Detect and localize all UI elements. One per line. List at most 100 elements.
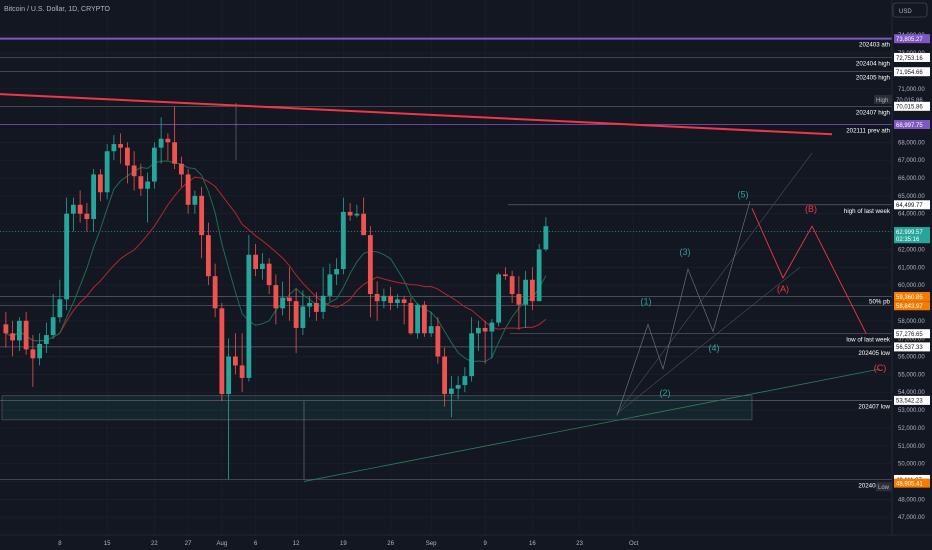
candle [435, 317, 441, 364]
time-tick-label: Aug [217, 541, 228, 547]
candles [3, 106, 549, 480]
currency-label: USD [899, 9, 912, 15]
price-label-text: 70,015.86 [896, 105, 923, 111]
candle-body [286, 297, 292, 302]
candle [361, 197, 367, 236]
candle [448, 376, 454, 418]
candle [273, 274, 279, 325]
long-trendline [0, 93, 833, 136]
candle-body [455, 385, 461, 389]
price-label-text: 02:35:16 [896, 237, 920, 243]
price-label-bg [894, 478, 930, 488]
candle-body [273, 285, 279, 309]
candle-body [70, 204, 76, 214]
drawings [0, 93, 881, 482]
price-tick-label: 50,000.00 [898, 462, 925, 468]
candle [401, 295, 407, 325]
candle [97, 169, 103, 202]
candle [475, 320, 481, 352]
price-label-text: 48,905.41 [896, 481, 923, 487]
price-tick-label: 47,000.00 [898, 515, 925, 521]
candle [300, 290, 306, 336]
price-label: 53,542.23 [894, 395, 930, 405]
candle-body [239, 365, 245, 378]
price-label: 70,015.86 [894, 101, 930, 111]
level-label: 202405 high [856, 75, 891, 82]
candle-body [158, 138, 164, 148]
candle [212, 263, 218, 318]
candle-body [489, 322, 495, 332]
price-label-text: 62,999.57 [896, 230, 923, 236]
candle-body [428, 326, 434, 334]
candle [165, 133, 171, 161]
level-label: 202403 ath [859, 42, 891, 49]
candle [70, 197, 76, 232]
price-label-bg [894, 292, 930, 302]
time-tick-label: 15 [104, 541, 111, 547]
candle-body [340, 211, 346, 270]
candle-body [523, 279, 529, 305]
wave-label-green: (5) [738, 190, 749, 200]
candle-body [172, 142, 178, 164]
price-label: 02:35:16 [894, 234, 930, 244]
candle-body [293, 301, 299, 328]
candle [381, 288, 387, 309]
price-label-text: 59,360.85 [896, 295, 923, 301]
candle [388, 286, 394, 311]
wave-label-green: (3) [680, 247, 691, 257]
price-label: 56,537.33 [894, 342, 930, 352]
candle [30, 335, 36, 387]
candle [347, 202, 353, 221]
candle [172, 106, 178, 170]
candle-body [374, 294, 380, 302]
candle-body [502, 274, 508, 277]
candle-body [178, 163, 184, 175]
candle-body [138, 176, 144, 189]
candle-body [165, 138, 171, 143]
price-label-text: 71,954.66 [896, 70, 923, 76]
candle [442, 347, 448, 407]
price-label: 58,843.97 [894, 301, 930, 311]
candle [266, 258, 272, 295]
level-label: 202408 low [858, 482, 890, 489]
candle [502, 267, 508, 280]
price-tick-label: 71,000.00 [898, 87, 925, 93]
price-tick-label: 67,000.00 [898, 158, 925, 164]
price-tick-label: 55,000.00 [898, 372, 925, 378]
price-label: 71,954.66 [894, 67, 930, 77]
time-tick-label: 8 [58, 541, 62, 547]
candle [259, 252, 265, 280]
candle-body [394, 299, 400, 303]
price-label-bg [894, 34, 930, 44]
price-label-bg [894, 342, 930, 352]
time-axis[interactable]: 8 15 22 27 Aug 6 12 19 26 Sep 9 16 23 Oct [0, 534, 932, 547]
candle [131, 151, 137, 191]
price-label-text: 64,499.77 [896, 203, 923, 209]
candle-body [253, 254, 259, 270]
candle [421, 301, 427, 337]
candle [178, 156, 184, 187]
candle [104, 144, 110, 200]
candle [307, 295, 313, 318]
candle [199, 186, 205, 259]
wave-label-green: (4) [709, 343, 720, 353]
price-label: 68,997.75 [894, 119, 930, 129]
time-tick-label: Sep [426, 541, 437, 547]
price-axis[interactable]: 47,000.0048,000.0049,000.0050,000.0051,0… [874, 0, 932, 535]
wave-labels: (1) (2) (3) (4) (5) (A) (B) (C) [641, 190, 887, 398]
candle-body [516, 294, 522, 305]
candle [320, 267, 326, 320]
candle [192, 190, 198, 214]
candle [118, 133, 124, 164]
candle-body [327, 274, 333, 296]
candle [219, 302, 225, 402]
currency-button[interactable]: USD [892, 2, 928, 18]
price-label-text: 56,537.33 [896, 345, 923, 351]
low-tag-bg [876, 482, 892, 492]
candle-body [226, 356, 232, 394]
candle [334, 258, 340, 286]
candle-body [408, 302, 414, 334]
candle [205, 222, 211, 286]
